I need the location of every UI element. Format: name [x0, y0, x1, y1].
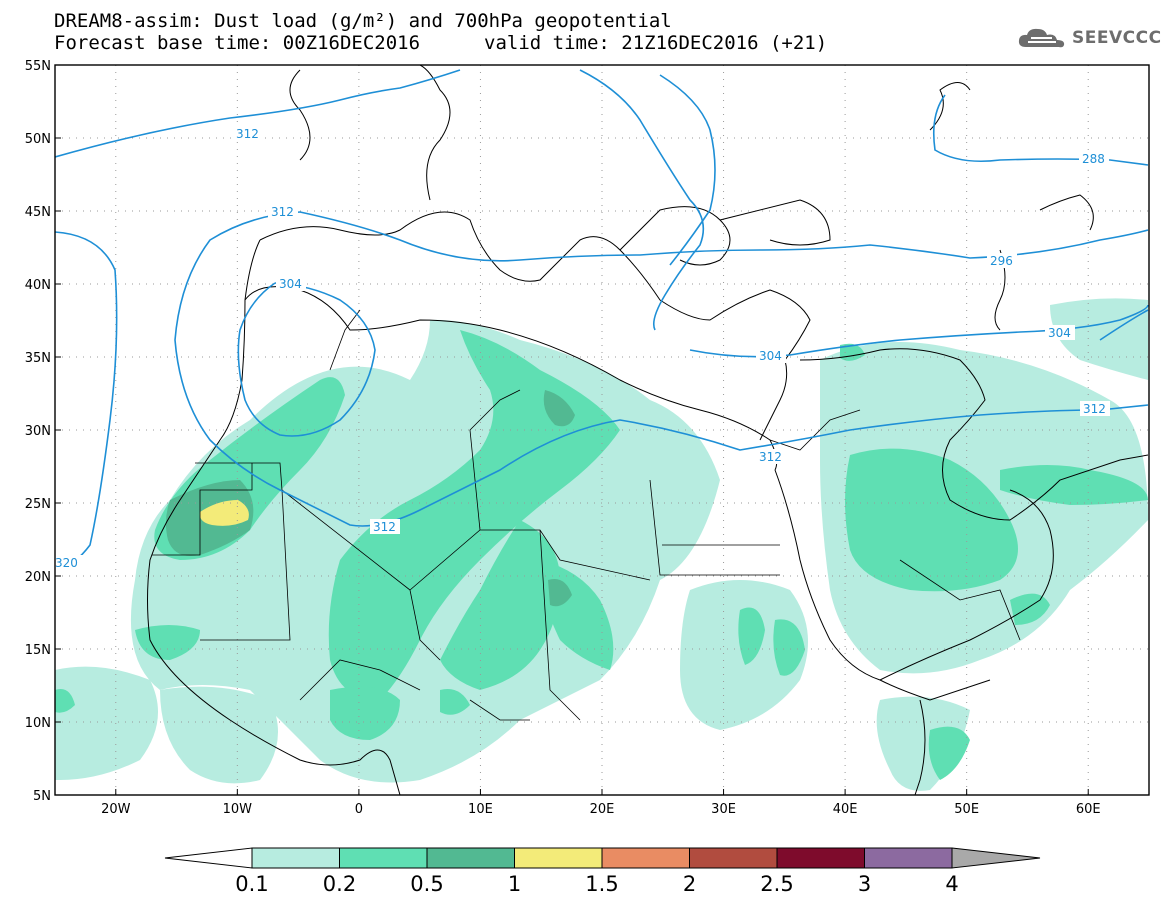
colorbar-tick-label: 3 [858, 872, 871, 896]
lat-tick-label: 30N [25, 424, 51, 439]
contour-label: 312 [373, 520, 396, 534]
lat-tick-label: 10N [25, 716, 51, 731]
colorbar-tick-label: 4 [945, 872, 958, 896]
colorbar-tick-label: 0.5 [410, 872, 443, 896]
lat-tick-label: 45N [25, 205, 51, 220]
colorbar-segment [514, 847, 603, 869]
dust-high-fill [199, 500, 249, 526]
dust-medium-fill [55, 330, 1148, 780]
colorbar-segment [776, 847, 865, 869]
colorbar-segment [339, 847, 428, 869]
contour-label: 304 [759, 349, 782, 363]
colorbar-segment [864, 847, 953, 869]
lon-tick-label: 50E [954, 802, 979, 817]
lon-tick-label: 20W [101, 802, 131, 817]
lat-tick-label: 40N [25, 278, 51, 293]
lat-tick-label: 35N [25, 351, 51, 366]
contour-label: 312 [759, 450, 782, 464]
lon-tick-label: 60E [1076, 802, 1101, 817]
lat-tick-label: 5N [33, 789, 51, 804]
lat-tick-label: 25N [25, 497, 51, 512]
contour-label: 312 [271, 205, 294, 219]
colorbar-segment [601, 847, 690, 869]
chart-title: DREAM8-assim: Dust load (g/m²) and 700hP… [54, 10, 672, 32]
lon-tick-label: 40E [833, 802, 858, 817]
seevccc-logo: SEEVCCC [1016, 25, 1162, 51]
contour-label: 304 [279, 277, 302, 291]
logo-text: SEEVCCC [1072, 28, 1162, 48]
colorbar-segment [689, 847, 778, 869]
lon-tick-label: 10W [223, 802, 253, 817]
colorbar: 0.1 0.2 0.5 1 1.5 2 2.5 3 4 [164, 847, 1041, 896]
coastlines [147, 65, 1149, 795]
geopotential-contours [55, 69, 1149, 569]
colorbar-tick-label: 2.5 [760, 872, 793, 896]
colorbar-tick-label: 0.2 [323, 872, 356, 896]
lon-tick-label: 0 [355, 802, 363, 817]
colorbar-lower-extend [164, 847, 253, 869]
latitude-axis: 55N 50N 45N 40N 35N 30N 25N 20N 15N 10N 5N [25, 59, 61, 804]
contour-label: 312 [236, 127, 259, 141]
colorbar-upper-extend [951, 847, 1041, 869]
colorbar-segment [426, 847, 515, 869]
lat-tick-label: 50N [25, 132, 51, 147]
contour-labels: 312 312 304 312 312 288 296 304 312 304 … [53, 126, 1110, 570]
lat-tick-label: 55N [25, 59, 51, 74]
country-borders [152, 309, 1021, 721]
cloud-icon [1018, 28, 1065, 48]
colorbar-tick-label: 1.5 [585, 872, 618, 896]
colorbar-segment [251, 847, 340, 869]
contour-label: 320 [55, 556, 78, 570]
lat-tick-label: 20N [25, 570, 51, 585]
colorbar-tick-label: 1 [508, 872, 521, 896]
contour-label: 312 [1083, 402, 1106, 416]
lat-tick-label: 15N [25, 643, 51, 658]
contour-label: 296 [990, 254, 1013, 268]
longitude-axis: 20W 10W 0 10E 20E 30E 40E 50E 60E [101, 789, 1101, 817]
lon-tick-label: 20E [590, 802, 615, 817]
lon-tick-label: 30E [711, 802, 736, 817]
contour-label: 304 [1048, 326, 1071, 340]
contour-label: 288 [1082, 152, 1105, 166]
valid-time: valid time: 21Z16DEC2016 (+21) [484, 32, 828, 54]
dust-layer [55, 298, 1148, 791]
colorbar-tick-label: 0.1 [235, 872, 268, 896]
forecast-base-time: Forecast base time: 00Z16DEC2016 [54, 32, 421, 54]
lon-tick-label: 10E [468, 802, 493, 817]
colorbar-tick-label: 2 [683, 872, 696, 896]
